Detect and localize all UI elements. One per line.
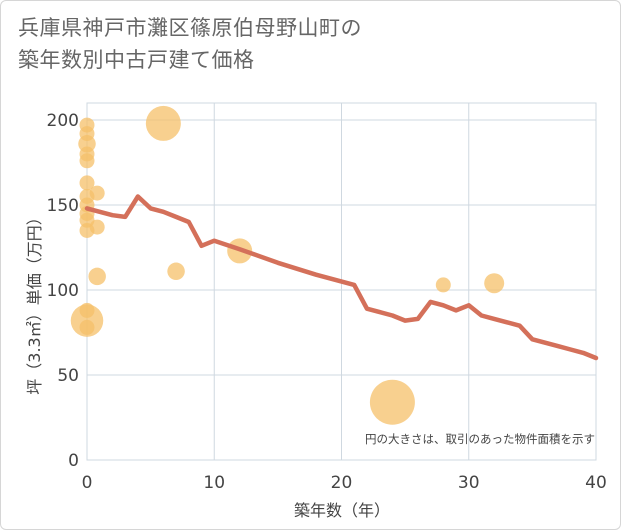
trend-line-group <box>84 194 599 361</box>
chart-title: 兵庫県神戸市灘区篠原伯母野山町の 築年数別中古戸建て価格 <box>18 12 362 76</box>
bubble-4 <box>79 153 95 169</box>
size-note: 円の大きさは、取引のあった物件面積を示す <box>365 432 595 446</box>
bubble-16 <box>88 267 106 286</box>
bubble-5 <box>79 175 95 191</box>
y-tick-label-3: 150 <box>47 196 79 216</box>
x-tick-label-2: 20 <box>331 473 353 493</box>
x-tick-label-0: 0 <box>82 473 93 493</box>
bubble-21 <box>435 277 451 293</box>
bubble-14 <box>89 185 105 201</box>
y-axis-label: 坪（3.3㎡）単価（万円） <box>25 209 44 394</box>
y-tick-label-0: 0 <box>68 451 79 471</box>
bubble-17 <box>145 105 181 141</box>
trend-line <box>84 194 599 361</box>
chart-title-line2: 築年数別中古戸建て価格 <box>18 48 255 72</box>
bubble-18 <box>167 262 185 281</box>
y-tick-label-1: 50 <box>57 366 79 386</box>
bubble-13 <box>79 319 95 335</box>
bubble-20 <box>369 379 415 425</box>
y-tick-label-2: 100 <box>47 281 79 301</box>
x-tick-label-1: 10 <box>203 473 225 493</box>
x-tick-label-3: 30 <box>458 473 480 493</box>
chart-title-line1: 兵庫県神戸市灘区篠原伯母野山町の <box>18 16 362 40</box>
x-tick-label-4: 40 <box>585 473 607 493</box>
y-tick-label-4: 200 <box>47 111 79 131</box>
tick-labels: 0 10 20 30 40 0 50 100 150 200 <box>47 111 607 493</box>
bubble-15 <box>89 219 105 235</box>
bubble-22 <box>484 273 505 294</box>
x-axis-label: 築年数（年） <box>294 501 390 520</box>
